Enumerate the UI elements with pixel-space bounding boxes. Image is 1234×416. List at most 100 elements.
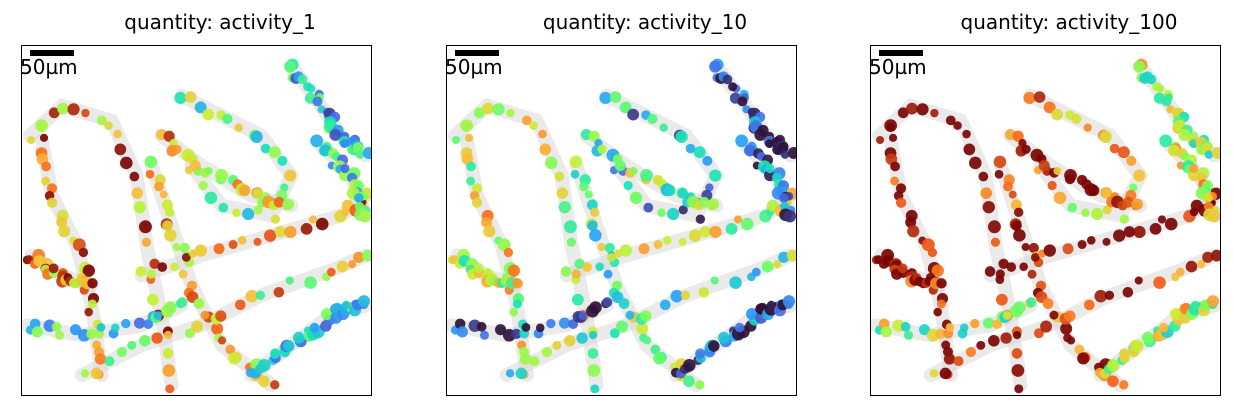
cell-marker [39, 133, 49, 142]
cell-marker [1013, 301, 1026, 314]
cell-marker [1102, 205, 1112, 215]
cell-marker [1053, 166, 1062, 176]
cell-marker [1043, 101, 1056, 114]
cell-marker [177, 297, 188, 308]
scalebar-label: 50µm [21, 55, 78, 79]
cell-marker [916, 103, 929, 116]
cell-marker [773, 260, 782, 269]
cell-marker [725, 222, 738, 235]
cell-marker [217, 336, 227, 345]
cell-marker [1153, 276, 1166, 289]
cell-marker [529, 121, 538, 130]
cell-marker [751, 267, 761, 277]
cell-marker [1053, 191, 1067, 205]
cell-marker [473, 107, 485, 119]
cell-marker [245, 289, 259, 303]
cell-marker [1011, 364, 1025, 377]
cell-marker [282, 198, 295, 211]
cell-marker [1086, 236, 1096, 245]
cell-marker [1027, 269, 1037, 279]
cell-marker [304, 276, 317, 289]
cell-marker [361, 249, 371, 262]
cell-marker [737, 96, 748, 107]
scalebar-label: 50µm [446, 55, 503, 79]
cell-marker [218, 202, 229, 213]
cell-marker [936, 278, 947, 289]
cell-marker [211, 322, 224, 335]
cell-marker [147, 293, 159, 306]
cell-marker [685, 143, 696, 154]
cell-marker [87, 278, 98, 289]
cell-marker [638, 243, 650, 255]
cell-marker [460, 119, 474, 132]
cell-marker [1152, 82, 1162, 92]
cell-marker [1006, 262, 1017, 272]
cell-marker [618, 298, 630, 309]
cell-marker [582, 262, 593, 272]
cell-marker [1013, 207, 1024, 218]
cell-marker [890, 161, 901, 172]
cell-marker [55, 330, 64, 340]
cell-marker [705, 183, 714, 192]
cell-marker [604, 242, 615, 254]
cell-marker [993, 155, 1007, 169]
cell-marker [355, 150, 365, 159]
cell-marker [149, 258, 160, 269]
cell-marker [571, 269, 581, 279]
cell-marker [292, 331, 305, 344]
cell-marker [722, 74, 733, 85]
cell-marker [744, 144, 756, 157]
cell-marker [348, 260, 357, 269]
cell-marker [189, 160, 201, 172]
cell-marker [1013, 229, 1026, 242]
cell-marker [80, 369, 90, 378]
cell-marker [164, 207, 175, 218]
cell-marker [1077, 352, 1090, 365]
cell-marker [546, 318, 556, 329]
cell-scatter [447, 58, 796, 394]
cell-marker [708, 340, 720, 352]
cell-marker [1129, 183, 1138, 192]
cell-marker [689, 229, 702, 242]
cell-marker [473, 263, 484, 274]
cell-marker [174, 91, 187, 105]
cell-marker [129, 171, 140, 182]
cell-marker [492, 103, 505, 116]
cell-marker [1211, 147, 1220, 159]
cell-marker [464, 133, 474, 142]
cell-marker [625, 310, 635, 320]
cell-marker [709, 225, 722, 239]
cell-marker [619, 101, 632, 114]
cell-marker [609, 91, 622, 103]
cell-marker [959, 323, 969, 333]
cell-marker [1189, 163, 1199, 174]
cell-marker [683, 375, 695, 388]
cell-marker [357, 295, 371, 308]
cell-marker [481, 216, 493, 228]
cell-marker [936, 299, 946, 309]
cell-marker [1122, 287, 1134, 298]
cell-marker [153, 311, 163, 320]
cell-marker [46, 183, 58, 194]
cell-marker [94, 353, 107, 365]
cell-marker [270, 348, 281, 359]
cell-marker [589, 229, 602, 242]
cell-marker [1109, 143, 1120, 154]
cell-marker [659, 123, 668, 132]
cell-marker [161, 199, 173, 211]
cell-marker [164, 229, 177, 242]
cell-marker [319, 144, 331, 157]
cell-marker [1104, 290, 1115, 300]
cell-marker [1175, 267, 1185, 277]
cell-marker [154, 181, 164, 192]
cell-marker [354, 193, 364, 203]
cell-marker [353, 251, 365, 263]
cell-marker [46, 197, 58, 208]
cell-marker [963, 143, 976, 156]
cell-scatter [871, 58, 1220, 394]
cell-marker [629, 191, 643, 205]
cell-markers [447, 58, 796, 394]
cell-marker [1000, 332, 1012, 344]
cell-marker [906, 102, 918, 115]
cell-marker [133, 200, 146, 214]
